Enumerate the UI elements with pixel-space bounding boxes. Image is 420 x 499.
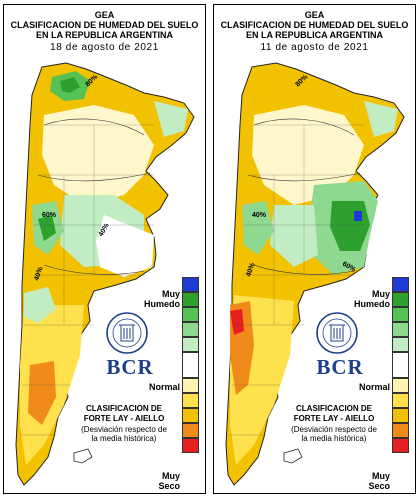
credit-line4: la media histórica) xyxy=(91,434,157,443)
legend-swatch xyxy=(182,378,199,393)
legend-swatch xyxy=(392,277,409,292)
zone-moist-northeast xyxy=(154,101,188,137)
contour-label: 40% xyxy=(245,261,257,277)
falkland-islands xyxy=(73,448,93,464)
map-date: 11 de agosto de 2021 xyxy=(260,42,369,53)
legend-label-line: Muy xyxy=(372,289,390,299)
credit-line2: FORTE LAY - AIELLO xyxy=(293,414,375,423)
legend-swatch xyxy=(182,352,199,378)
contour-label: 60% xyxy=(42,212,57,219)
argentina-soil-moisture-map: 80% 60% 40% 40% xyxy=(15,62,195,486)
zone-wet-west xyxy=(38,215,56,241)
bcr-logo: BCR xyxy=(106,355,154,379)
legend-swatch xyxy=(182,307,199,322)
legend-swatch xyxy=(392,307,409,322)
zone-normal-pampa xyxy=(96,215,154,277)
credit-line4: la media histórica) xyxy=(301,434,367,443)
argentina-soil-moisture-map: 80% 40% 60% 40% xyxy=(225,62,405,486)
header-title-line1: CLASIFICACION DE HUMEDAD DEL SUELO xyxy=(10,20,199,30)
legend-label-line: Muy xyxy=(162,289,180,299)
credit-line3: (Desviación respecto de xyxy=(291,425,377,434)
header-org: GEA xyxy=(94,10,115,20)
legend-swatch xyxy=(392,378,409,393)
legend-swatch xyxy=(392,322,409,337)
legend-swatch xyxy=(182,423,199,438)
legend-swatch xyxy=(182,393,199,408)
legend-label-very-wet: Muy Humedo xyxy=(354,289,390,309)
legend-swatch xyxy=(182,292,199,307)
legend-swatch xyxy=(392,292,409,307)
legend-swatch xyxy=(392,352,409,378)
zone-normal-center xyxy=(252,105,364,205)
zone-moist-west xyxy=(242,201,274,255)
legend-swatch xyxy=(392,393,409,408)
legend-label-line: Seco xyxy=(368,481,390,491)
header-title-line2: EN LA REPUBLICA ARGENTINA xyxy=(246,30,383,40)
legend-label-line: Humedo xyxy=(354,299,390,309)
legend-label-very-dry: Muy Seco xyxy=(354,471,390,491)
legend-swatch xyxy=(392,408,409,423)
header-title-line1: CLASIFICACION DE HUMEDAD DEL SUELO xyxy=(220,20,409,30)
map-panel-right: 80% 40% 60% 40% GEA CLASIFICACION DE HUM… xyxy=(213,4,416,494)
zone-normal-center xyxy=(42,105,154,205)
falkland-islands xyxy=(283,448,303,464)
legend-swatch xyxy=(182,337,199,352)
legend-swatch xyxy=(182,277,199,292)
legend-label-line: Humedo xyxy=(144,299,180,309)
contour-label: 40% xyxy=(33,265,45,281)
credit-line3: (Desviación respecto de xyxy=(81,425,167,434)
legend-swatch xyxy=(182,438,199,453)
province-borders xyxy=(230,124,364,436)
map-date: 18 de agosto de 2021 xyxy=(50,42,159,53)
zone-moist-northeast xyxy=(364,101,398,137)
legend-label-line: Seco xyxy=(158,481,180,491)
legend-swatch xyxy=(392,423,409,438)
legend-swatch xyxy=(182,322,199,337)
zone-normal-patagonia xyxy=(24,287,56,323)
map-panel-left: 80% 60% 40% 40% GEA CLASIFICACION DE HUM… xyxy=(3,4,206,494)
legend-label-line: Muy xyxy=(162,471,180,481)
credit-line2: FORTE LAY - AIELLO xyxy=(83,414,165,423)
zone-moist-center xyxy=(270,205,318,267)
legend-swatch xyxy=(392,337,409,352)
zone-very-wet-north xyxy=(60,77,80,93)
bcr-seal-icon xyxy=(106,312,148,354)
bcr-logo: BCR xyxy=(316,355,364,379)
header-org: GEA xyxy=(304,10,325,20)
zone-very-wet-east xyxy=(354,211,362,221)
legend-label-normal: Normal xyxy=(358,382,390,392)
legend-swatch xyxy=(182,408,199,423)
moisture-legend xyxy=(182,277,199,453)
moisture-legend xyxy=(392,277,409,453)
header-title-line2: EN LA REPUBLICA ARGENTINA xyxy=(36,30,173,40)
bcr-seal-icon xyxy=(316,312,358,354)
legend-label-line: Muy xyxy=(372,471,390,481)
contour-label: 40% xyxy=(252,212,267,219)
legend-swatch xyxy=(392,438,409,453)
credit-line1: CLASIFICACION DE xyxy=(86,404,162,413)
legend-label-normal: Normal xyxy=(148,382,180,392)
legend-label-very-wet: Muy Humedo xyxy=(144,289,180,309)
province-borders xyxy=(20,124,154,436)
zone-orange-south xyxy=(28,361,56,425)
credit-line1: CLASIFICACION DE xyxy=(296,404,372,413)
zone-red-south xyxy=(230,309,244,335)
legend-label-very-dry: Muy Seco xyxy=(144,471,180,491)
